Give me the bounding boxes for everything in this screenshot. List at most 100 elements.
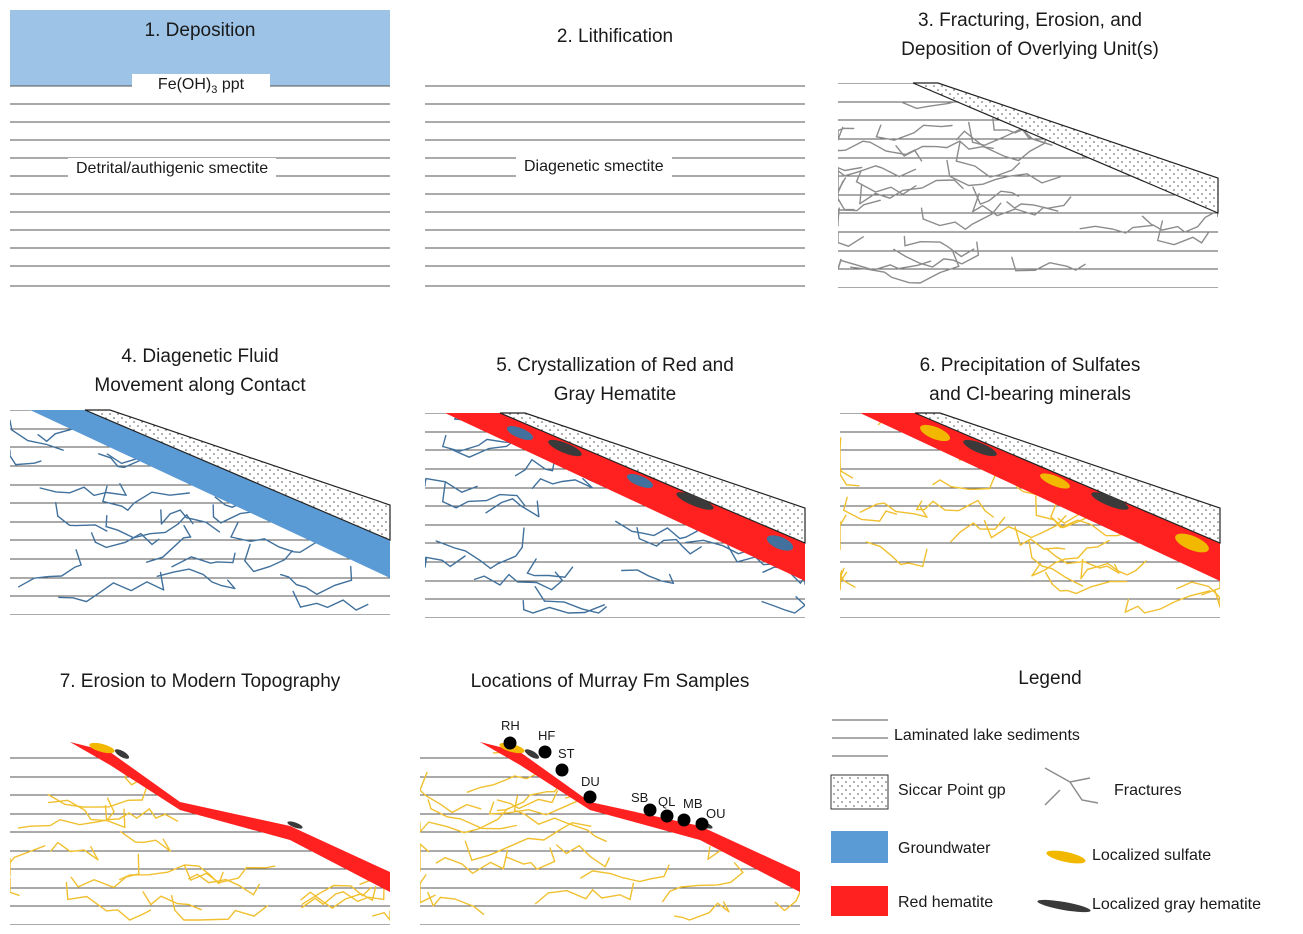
fracture-branch [123, 808, 126, 829]
fracture-branch [65, 881, 69, 901]
fracture-branch [10, 855, 11, 876]
fracture-branch [604, 857, 610, 868]
fracture-branch [668, 742, 673, 758]
fracture-line [1175, 441, 1220, 455]
fracture-line [838, 166, 863, 194]
siccar-point-wedge [912, 82, 1219, 214]
fracture-line [10, 877, 20, 896]
fracture-branch [349, 455, 358, 468]
fracture-line [287, 463, 358, 473]
precipitate-suffix: ppt [217, 76, 245, 93]
fracture-branch [840, 571, 848, 583]
fracture-line [1031, 539, 1110, 577]
fracture-branch [1157, 220, 1164, 242]
panel5-title-line1: 5. Crystallization of Red and [496, 355, 734, 376]
precipitate-subscript: 3 [211, 84, 218, 97]
fracture-branch [840, 454, 841, 475]
fracture-branch [799, 808, 800, 819]
fracture-line [730, 809, 783, 832]
legend-red-hematite-swatch [831, 886, 888, 916]
fracture-branch [304, 794, 310, 809]
fracture-line [420, 808, 509, 834]
fracture-line [859, 502, 928, 518]
fracture-line [305, 414, 370, 422]
panel5-title-line2: Gray Hematite [553, 384, 677, 405]
fracture-line [904, 240, 975, 258]
fracture-branch [920, 207, 924, 220]
fracture-line [420, 789, 482, 814]
sample-location-dot [660, 809, 674, 823]
panel-fracturing [838, 82, 1219, 288]
legend-laminated-label: Laminated lake sediments [894, 727, 1080, 744]
panel2-title: 2. Lithification [556, 26, 674, 47]
fracture-branch [303, 807, 306, 825]
fracture-branch [895, 145, 905, 157]
fracture-branch [1028, 539, 1033, 559]
fracture-branch [513, 795, 519, 812]
fracture-line [299, 599, 369, 611]
fracture-branch [838, 207, 840, 223]
contact-band [860, 413, 1220, 581]
fracture-branch [1188, 83, 1193, 91]
fracture-line [230, 536, 335, 554]
fracture-branch [244, 543, 251, 562]
panel8-title: Locations of Murray Fm Samples [470, 671, 750, 692]
legend-gray-hematite-swatch [1037, 899, 1091, 913]
fracture-branch [230, 522, 239, 538]
fracture-line [10, 451, 42, 466]
panel4-title: 4. Diagenetic Fluid Movement along Conta… [10, 342, 390, 400]
sulfate-lens [1175, 533, 1209, 553]
fracture-line [497, 791, 556, 812]
panel5-title: 5. Crystallization of Red and Gray Hemat… [425, 351, 805, 409]
sample-label-mb: MB [683, 796, 703, 811]
fracture-branch [176, 418, 187, 433]
fracture-line [761, 600, 805, 614]
gray-hematite-lens [524, 749, 540, 759]
fracture-line [523, 604, 605, 614]
fracture-branch [838, 130, 839, 152]
fracture-branch [838, 126, 844, 141]
gray-hematite-lens [1091, 492, 1129, 510]
fracture-line [244, 550, 293, 573]
fracture-line [1080, 560, 1147, 580]
fracture-line [840, 573, 856, 591]
fracture-line [514, 458, 554, 477]
fracture-branch [1114, 563, 1120, 574]
fracture-line [654, 754, 696, 775]
fracture-line [496, 798, 553, 810]
fracture-line [513, 809, 607, 842]
contact-band [445, 413, 805, 581]
fracture-branch [90, 532, 97, 543]
fracture-branch [142, 891, 152, 906]
panel6-title-line2: and Cl-bearing minerals [929, 384, 1131, 405]
fracture-branch [427, 891, 434, 907]
fracture-line [425, 477, 478, 493]
fracture-line [838, 127, 855, 141]
fracture-line [696, 448, 768, 469]
fracture-line [534, 888, 631, 905]
fracture-line [174, 905, 269, 921]
fracture-line [1129, 140, 1207, 152]
fracture-line [1035, 436, 1100, 448]
red-hematite-band [480, 742, 800, 892]
fracture-branch [166, 745, 178, 757]
detrital-smectite-label: Detrital/authigenic smectite [68, 158, 277, 180]
fracture-line [277, 797, 353, 813]
fracture-line [949, 173, 1061, 187]
panel-erosion [10, 742, 390, 925]
legend-red-hematite-label: Red hematite [898, 894, 994, 911]
fracture-line [615, 520, 698, 540]
sample-label-ql: QL [658, 794, 676, 809]
fracture-branch [420, 806, 421, 825]
sediment-body [10, 742, 390, 925]
fracture-branch [1080, 558, 1084, 580]
fracture-line [932, 479, 991, 491]
groundwater-lens [506, 426, 534, 440]
fracture-line [145, 536, 192, 563]
legend-fractures-swatch [1044, 767, 1099, 806]
fracture-branch [707, 846, 711, 860]
fracture-branch [972, 193, 980, 213]
panel-hematite [425, 412, 806, 618]
fracture-branch [727, 545, 738, 563]
fracture-line [621, 569, 675, 584]
